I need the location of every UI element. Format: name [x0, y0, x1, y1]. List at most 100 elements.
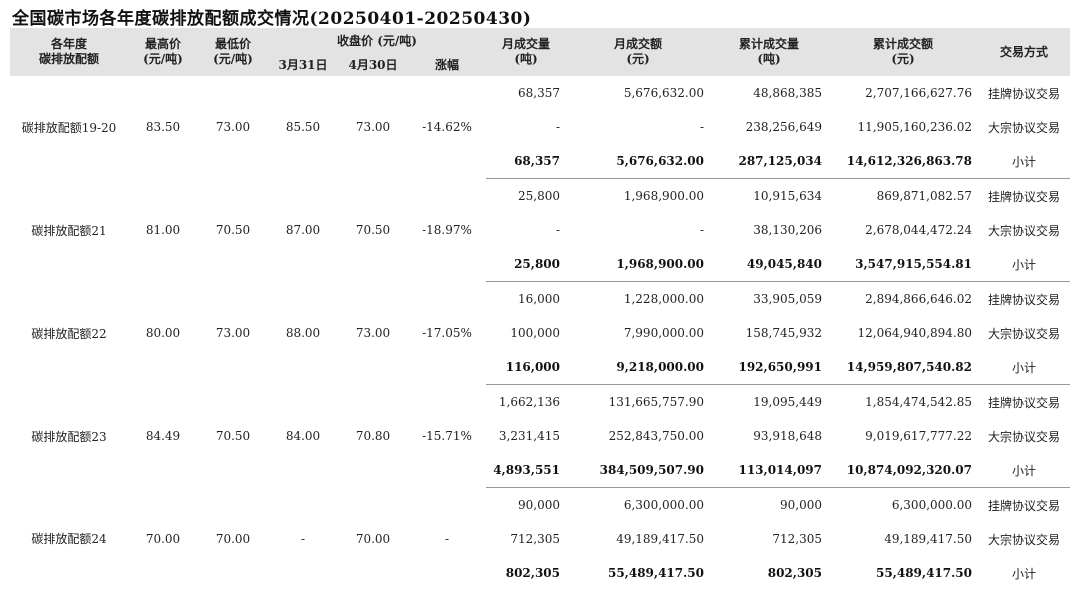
cum-amount: 55,489,417.50	[828, 556, 978, 590]
trade-mode: 挂牌协议交易	[978, 179, 1070, 214]
max-price: 81.00	[128, 179, 198, 282]
cum-volume: 712,305	[710, 522, 828, 556]
monthly-volume: -	[486, 110, 566, 144]
monthly-amount: -	[566, 110, 710, 144]
monthly-amount: 9,218,000.00	[566, 350, 710, 385]
max-price: 84.49	[128, 385, 198, 488]
monthly-volume: 68,357	[486, 144, 566, 179]
header-max-price: 最高价(元/吨)	[128, 28, 198, 76]
cum-volume: 158,745,932	[710, 316, 828, 350]
monthly-volume: 25,800	[486, 179, 566, 214]
min-price: 73.00	[198, 76, 268, 179]
header-year-quota: 各年度碳排放配额	[10, 28, 128, 76]
monthly-amount: 252,843,750.00	[566, 419, 710, 453]
min-price: 70.00	[198, 488, 268, 590]
monthly-volume: 712,305	[486, 522, 566, 556]
cum-amount: 869,871,082.57	[828, 179, 978, 214]
header-monthly-amount: 月成交额(元)	[566, 28, 710, 76]
header-monthly-volume: 月成交量(吨)	[486, 28, 566, 76]
cum-amount: 2,707,166,627.76	[828, 76, 978, 110]
monthly-volume: 90,000	[486, 488, 566, 523]
monthly-volume: 3,231,415	[486, 419, 566, 453]
monthly-volume: 100,000	[486, 316, 566, 350]
cum-amount: 11,905,160,236.02	[828, 110, 978, 144]
header-apr30: 4月30日	[338, 54, 408, 76]
cum-amount: 14,959,807,540.82	[828, 350, 978, 385]
close-mar31: 84.00	[268, 385, 338, 488]
header-min-price: 最低价(元/吨)	[198, 28, 268, 76]
price-change: -	[408, 488, 486, 590]
monthly-amount: 6,300,000.00	[566, 488, 710, 523]
cum-amount: 9,019,617,777.22	[828, 419, 978, 453]
monthly-volume: 16,000	[486, 282, 566, 317]
min-price: 73.00	[198, 282, 268, 385]
min-price: 70.50	[198, 179, 268, 282]
monthly-volume: 25,800	[486, 247, 566, 282]
quota-name: 碳排放配额23	[10, 385, 128, 488]
monthly-amount: 5,676,632.00	[566, 144, 710, 179]
monthly-volume: 802,305	[486, 556, 566, 590]
monthly-volume: 116,000	[486, 350, 566, 385]
close-mar31: 87.00	[268, 179, 338, 282]
close-apr30: 70.50	[338, 179, 408, 282]
table-header: 各年度碳排放配额 最高价(元/吨) 最低价(元/吨) 收盘价 (元/吨) 月成交…	[10, 28, 1070, 76]
quota-name: 碳排放配额19-20	[10, 76, 128, 179]
price-change: -14.62%	[408, 76, 486, 179]
trade-mode: 大宗协议交易	[978, 110, 1070, 144]
monthly-amount: 5,676,632.00	[566, 76, 710, 110]
cum-amount: 14,612,326,863.78	[828, 144, 978, 179]
trade-mode: 挂牌协议交易	[978, 488, 1070, 523]
cum-volume: 113,014,097	[710, 453, 828, 488]
trade-mode: 小计	[978, 350, 1070, 385]
monthly-volume: 1,662,136	[486, 385, 566, 420]
cum-amount: 12,064,940,894.80	[828, 316, 978, 350]
price-change: -15.71%	[408, 385, 486, 488]
cum-volume: 33,905,059	[710, 282, 828, 317]
close-mar31: 85.50	[268, 76, 338, 179]
trade-mode: 大宗协议交易	[978, 419, 1070, 453]
monthly-volume: 4,893,551	[486, 453, 566, 488]
trade-mode: 小计	[978, 247, 1070, 282]
cum-amount: 3,547,915,554.81	[828, 247, 978, 282]
monthly-amount: 131,665,757.90	[566, 385, 710, 420]
monthly-volume: 68,357	[486, 76, 566, 110]
trade-mode: 挂牌协议交易	[978, 385, 1070, 420]
max-price: 80.00	[128, 282, 198, 385]
cum-amount: 1,854,474,542.85	[828, 385, 978, 420]
price-change: -17.05%	[408, 282, 486, 385]
close-apr30: 70.80	[338, 385, 408, 488]
quota-name: 碳排放配额22	[10, 282, 128, 385]
monthly-amount: 7,990,000.00	[566, 316, 710, 350]
trade-mode: 小计	[978, 144, 1070, 179]
monthly-amount: 1,228,000.00	[566, 282, 710, 317]
cum-volume: 802,305	[710, 556, 828, 590]
quota-name: 碳排放配额24	[10, 488, 128, 590]
min-price: 70.50	[198, 385, 268, 488]
trade-mode: 大宗协议交易	[978, 522, 1070, 556]
max-price: 83.50	[128, 76, 198, 179]
quota-name: 碳排放配额21	[10, 179, 128, 282]
close-apr30: 70.00	[338, 488, 408, 590]
trade-mode: 挂牌协议交易	[978, 282, 1070, 317]
cum-volume: 48,868,385	[710, 76, 828, 110]
header-close-price: 收盘价 (元/吨)	[268, 28, 486, 54]
close-apr30: 73.00	[338, 282, 408, 385]
monthly-amount: 49,189,417.50	[566, 522, 710, 556]
cum-volume: 10,915,634	[710, 179, 828, 214]
header-mar31: 3月31日	[268, 54, 338, 76]
header-cum-volume: 累计成交量(吨)	[710, 28, 828, 76]
cum-amount: 10,874,092,320.07	[828, 453, 978, 488]
price-change: -18.97%	[408, 179, 486, 282]
cum-volume: 238,256,649	[710, 110, 828, 144]
trade-mode: 小计	[978, 556, 1070, 590]
trade-mode: 大宗协议交易	[978, 316, 1070, 350]
monthly-amount: -	[566, 213, 710, 247]
header-cum-amount: 累计成交额(元)	[828, 28, 978, 76]
trade-mode: 挂牌协议交易	[978, 76, 1070, 110]
carbon-quota-table: 各年度碳排放配额 最高价(元/吨) 最低价(元/吨) 收盘价 (元/吨) 月成交…	[10, 28, 1070, 590]
page-title: 全国碳市场各年度碳排放配额成交情况(20250401-20250430)	[12, 4, 531, 29]
close-apr30: 73.00	[338, 76, 408, 179]
